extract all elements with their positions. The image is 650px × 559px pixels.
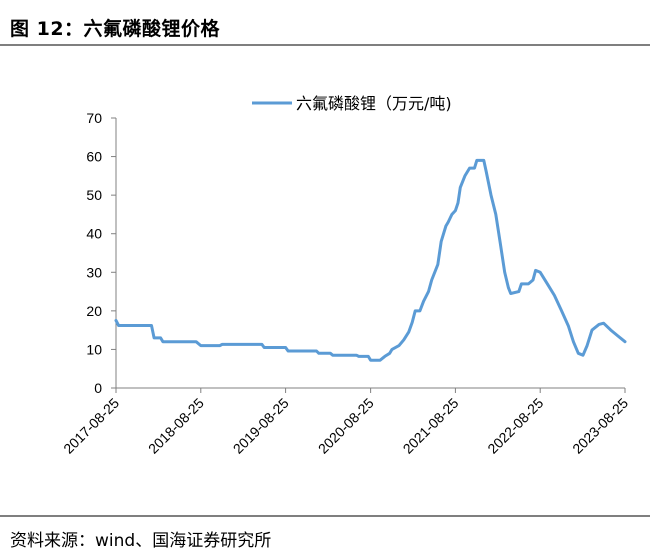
y-tick-label: 10 (86, 341, 102, 357)
y-tick-label: 30 (86, 264, 102, 280)
chart-legend: 六氟磷酸锂（万元/吨) (252, 94, 452, 113)
bottom-divider (0, 515, 650, 517)
chart-axes (111, 117, 626, 393)
y-tick-label: 70 (86, 110, 102, 126)
source-note: 资料来源：wind、国海证券研究所 (10, 531, 272, 551)
x-tick-label: 2017-08-25 (60, 395, 122, 457)
x-tick-label: 2023-08-25 (569, 395, 631, 457)
legend-label: 六氟磷酸锂（万元/吨) (296, 94, 452, 113)
y-tick-labels: 0 10 20 30 40 50 60 70 (86, 110, 102, 396)
y-tick-label: 40 (86, 226, 102, 242)
y-tick-label: 20 (86, 303, 102, 319)
price-line-chart: 0 10 20 30 40 50 60 70 2017-08-25 2018-08-25 2019… (60, 94, 631, 457)
y-tick-label: 60 (86, 149, 102, 165)
x-tick-label: 2020-08-25 (315, 395, 377, 457)
x-tick-label: 2018-08-25 (145, 395, 207, 457)
x-tick-label: 2021-08-25 (400, 395, 462, 457)
x-tick-label: 2019-08-25 (230, 395, 292, 457)
figure-title: 图 12：六氟磷酸锂价格 (10, 18, 221, 40)
x-tick-labels: 2017-08-25 2018-08-25 2019-08-25 2020-08-25… (60, 395, 631, 457)
y-tick-label: 50 (86, 187, 102, 203)
top-divider (0, 44, 650, 46)
series-line-0 (114, 158, 627, 362)
series-lines (114, 158, 627, 362)
x-tick-label: 2022-08-25 (484, 395, 546, 457)
y-tick-label: 0 (94, 380, 102, 396)
